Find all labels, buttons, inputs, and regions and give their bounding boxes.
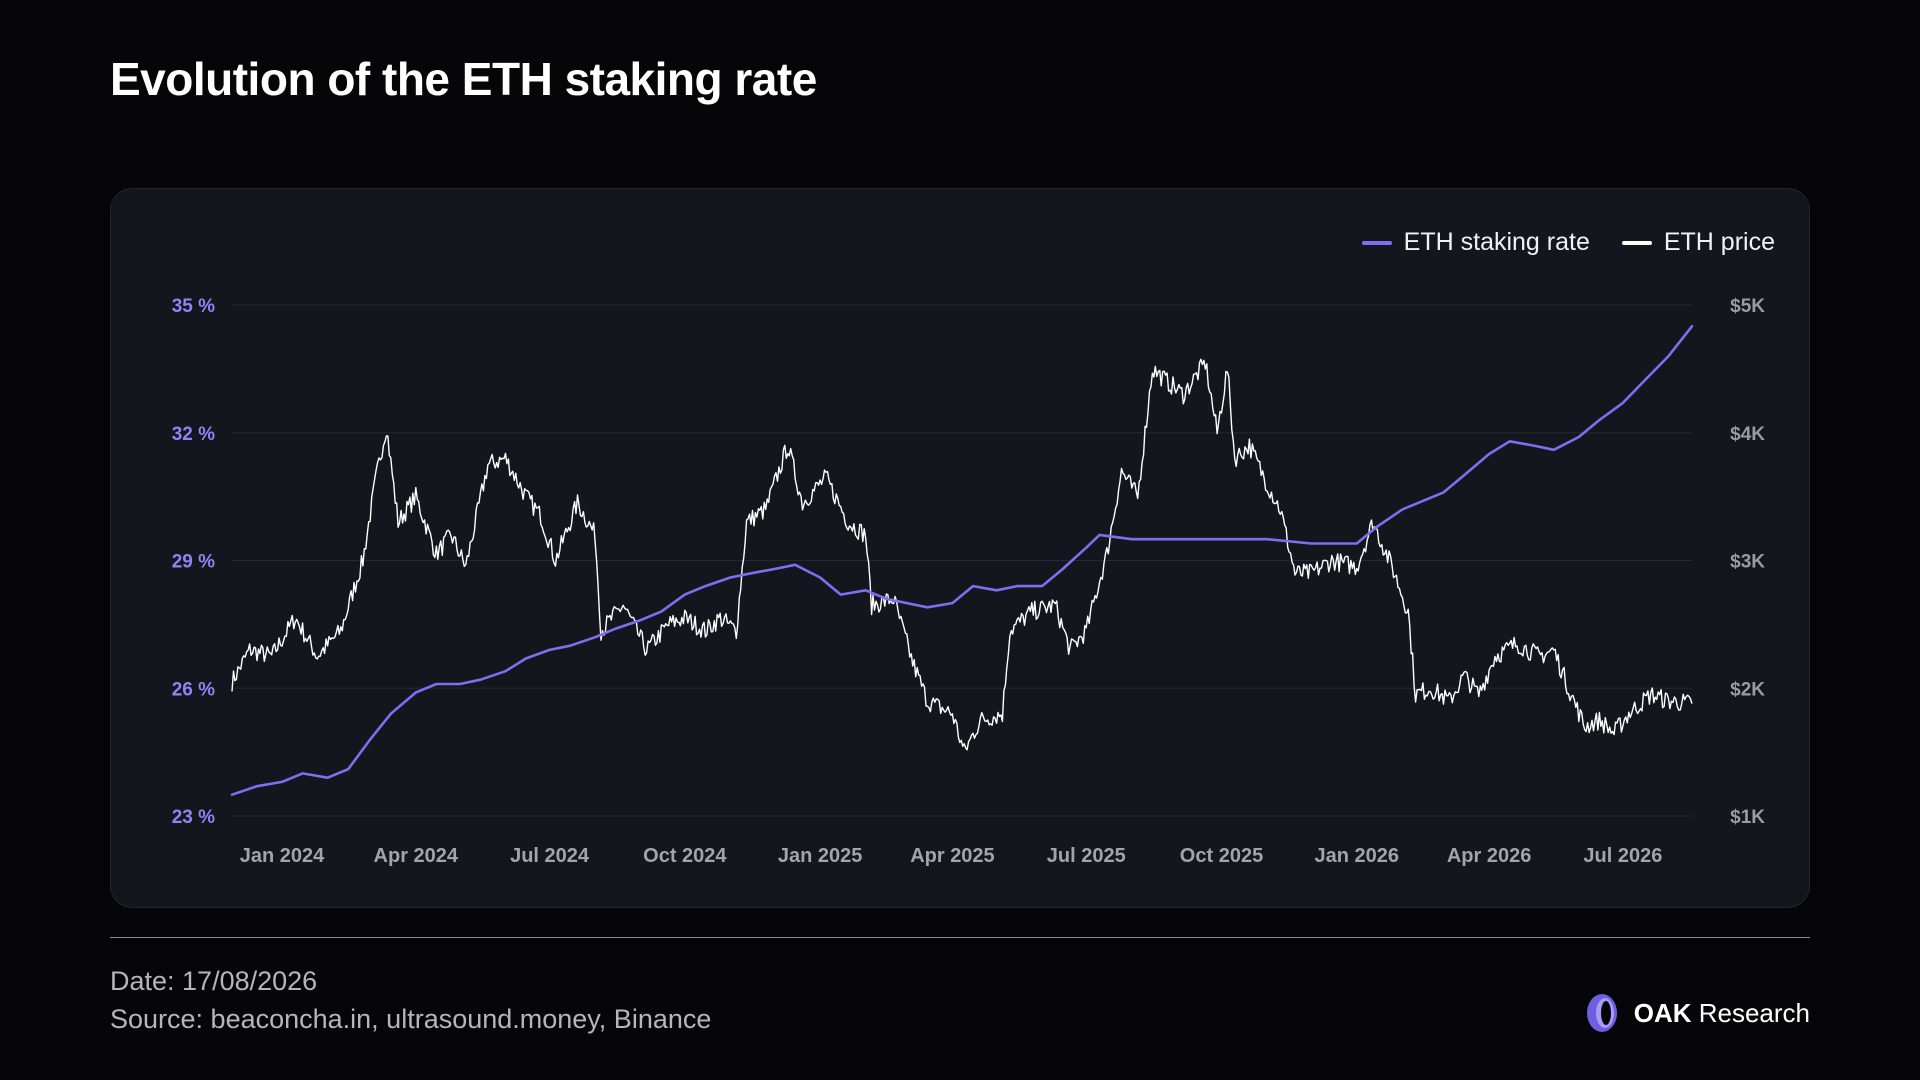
footer-date: Date: 17/08/2026 — [110, 966, 318, 996]
legend-label-staking-rate: ETH staking rate — [1403, 228, 1590, 256]
legend-label-eth-price: ETH price — [1663, 228, 1775, 256]
legend-item-eth-price[interactable]: ETH price — [1621, 228, 1775, 257]
footer-source: Source: beaconcha.in, ultrasound.money, … — [110, 1004, 712, 1034]
legend-item-staking-rate[interactable]: ETH staking rate — [1361, 228, 1590, 257]
footer-divider — [110, 937, 1810, 938]
legend-swatch-staking-rate — [1361, 240, 1392, 245]
chart-legend: ETH staking rate ETH price — [1361, 228, 1775, 257]
brand-name: OAK Research — [1633, 997, 1810, 1028]
chart-panel — [110, 188, 1810, 908]
oak-ring-logo-icon — [1586, 994, 1617, 1032]
brand: OAK Research — [1582, 992, 1810, 1034]
legend-swatch-eth-price — [1621, 240, 1652, 245]
chart-title: Evolution of the ETH staking rate — [110, 53, 817, 105]
